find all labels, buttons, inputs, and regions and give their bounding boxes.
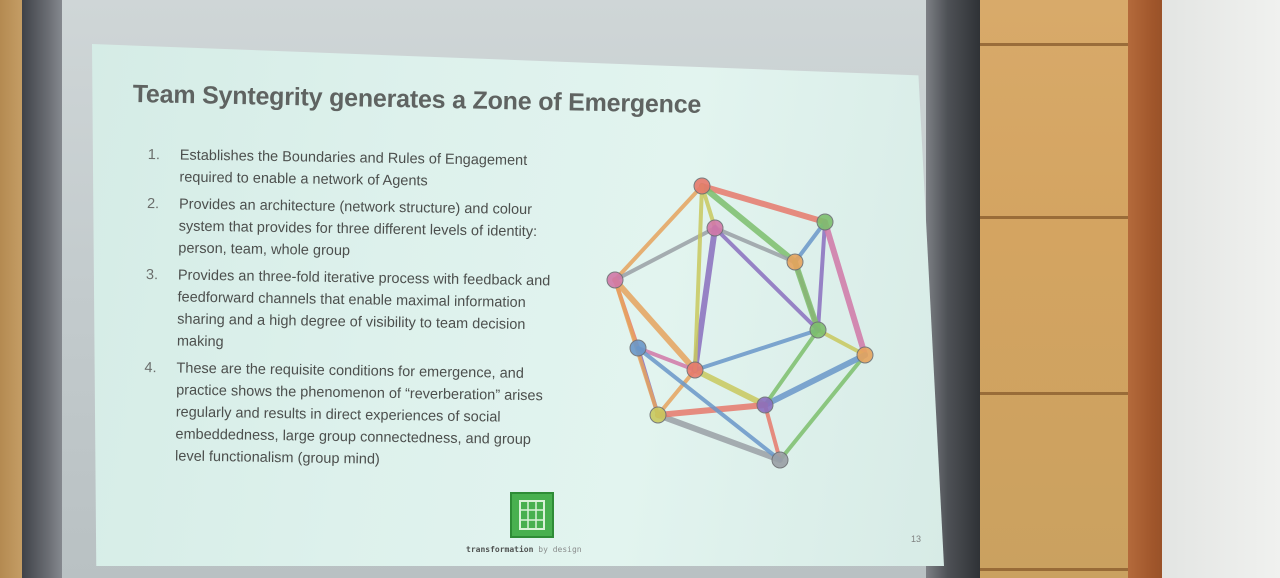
- icosahedron-nodes: [606, 177, 874, 469]
- strut: [692, 367, 768, 408]
- wall-panel-seam: [960, 43, 1150, 46]
- strut: [612, 277, 698, 373]
- strut: [778, 353, 867, 462]
- vertex-node: [816, 213, 834, 231]
- footer-brand: transformation by design: [466, 545, 582, 554]
- icosahedron-struts: [612, 183, 868, 463]
- vertex-node: [786, 253, 804, 271]
- footer-brand-bold: transformation: [466, 545, 534, 554]
- projected-slide: [92, 44, 944, 566]
- strut: [816, 328, 867, 357]
- list-item: 3. Provides an three-fold iterative proc…: [145, 264, 566, 359]
- strut: [762, 352, 868, 408]
- point-number: 4.: [144, 359, 157, 377]
- strut: [763, 403, 782, 462]
- vertex-node: [856, 346, 874, 364]
- strut: [636, 346, 782, 462]
- strut: [693, 328, 820, 372]
- page-number: 13: [911, 534, 922, 544]
- point-number: 2.: [146, 195, 160, 213]
- strut: [655, 402, 768, 418]
- wall-panel-seam: [960, 568, 1150, 571]
- vertex-node: [606, 271, 624, 289]
- footer-brand-light: by design: [538, 545, 582, 554]
- strut: [713, 226, 820, 332]
- strut: [699, 183, 828, 225]
- strut: [822, 219, 868, 358]
- strut: [692, 225, 718, 373]
- point-text: Establishes the Boundaries and Rules of …: [179, 147, 528, 190]
- strut: [636, 346, 697, 372]
- wall-panel-seam: [960, 216, 1150, 219]
- strut: [655, 412, 783, 463]
- strut: [713, 226, 797, 264]
- list-item: 4. These are the requisite conditions fo…: [143, 357, 565, 474]
- strut: [792, 259, 821, 333]
- point-text: Provides an three-fold iterative process…: [176, 267, 551, 351]
- point-number: 3.: [145, 266, 159, 284]
- point-text: Provides an architecture (network struct…: [178, 196, 538, 260]
- vertex-node: [706, 219, 724, 237]
- strut: [656, 368, 697, 417]
- vertex-node: [693, 177, 711, 195]
- icosahedron-diagram: [606, 177, 874, 469]
- list-item: 1. Establishes the Boundaries and Rules …: [147, 144, 568, 195]
- strut: [816, 220, 827, 332]
- vertex-node: [809, 321, 827, 339]
- vertex-node: [756, 396, 774, 414]
- numbered-points-list: 1. Establishes the Boundaries and Rules …: [143, 144, 568, 479]
- vertex-node: [649, 406, 667, 424]
- strut: [699, 183, 798, 265]
- wall-panel-seam: [960, 392, 1150, 395]
- point-text: These are the requisite conditions for e…: [174, 360, 543, 468]
- strut: [613, 184, 704, 282]
- wall-panels: [960, 0, 1150, 578]
- strut: [693, 184, 704, 372]
- list-item: 2. Provides an architecture (network str…: [146, 193, 567, 266]
- transformation-logo-icon: [510, 492, 554, 538]
- vertex-node: [771, 451, 789, 469]
- point-number: 1.: [147, 146, 161, 164]
- vertex-node: [629, 339, 647, 357]
- right-wall: [1162, 0, 1280, 578]
- strut: [763, 328, 820, 407]
- vertex-node: [686, 361, 704, 379]
- screen-bezel-left: [22, 0, 66, 578]
